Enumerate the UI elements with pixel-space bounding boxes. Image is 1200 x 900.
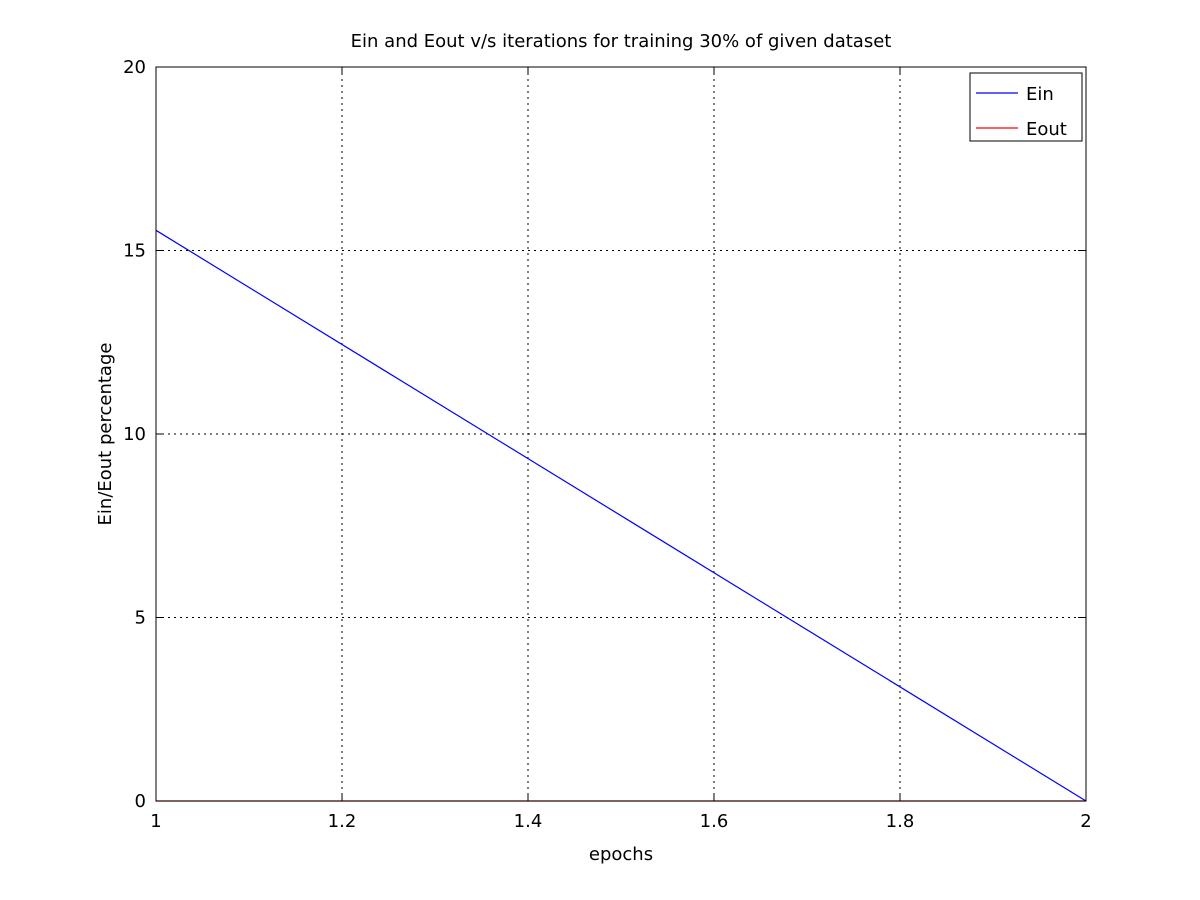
grid: [156, 67, 1086, 801]
x-tick-label: 1.2: [328, 811, 357, 832]
x-tick-label: 2: [1080, 811, 1091, 832]
x-axis-label: epochs: [589, 844, 653, 865]
y-tick-label: 10: [123, 424, 146, 445]
x-tick-label: 1.4: [514, 811, 543, 832]
y-tick-label: 20: [123, 57, 146, 78]
legend: Ein Eout: [969, 72, 1083, 142]
legend-box: [969, 72, 1083, 142]
chart-title: Ein and Eout v/s iterations for training…: [351, 31, 892, 52]
y-tick-label: 0: [135, 791, 146, 812]
y-axis-label: Ein/Eout percentage: [95, 343, 116, 526]
series-line-ein: [155, 229, 1087, 802]
x-tick-label: 1: [150, 811, 161, 832]
y-tick-label: 5: [135, 608, 146, 629]
x-tick-label: 1.8: [886, 811, 915, 832]
x-tick-label: 1.6: [700, 811, 729, 832]
legend-label-ein: Ein: [1026, 84, 1054, 105]
y-tick-label: 15: [123, 241, 146, 262]
legend-label-eout: Eout: [1026, 119, 1067, 140]
